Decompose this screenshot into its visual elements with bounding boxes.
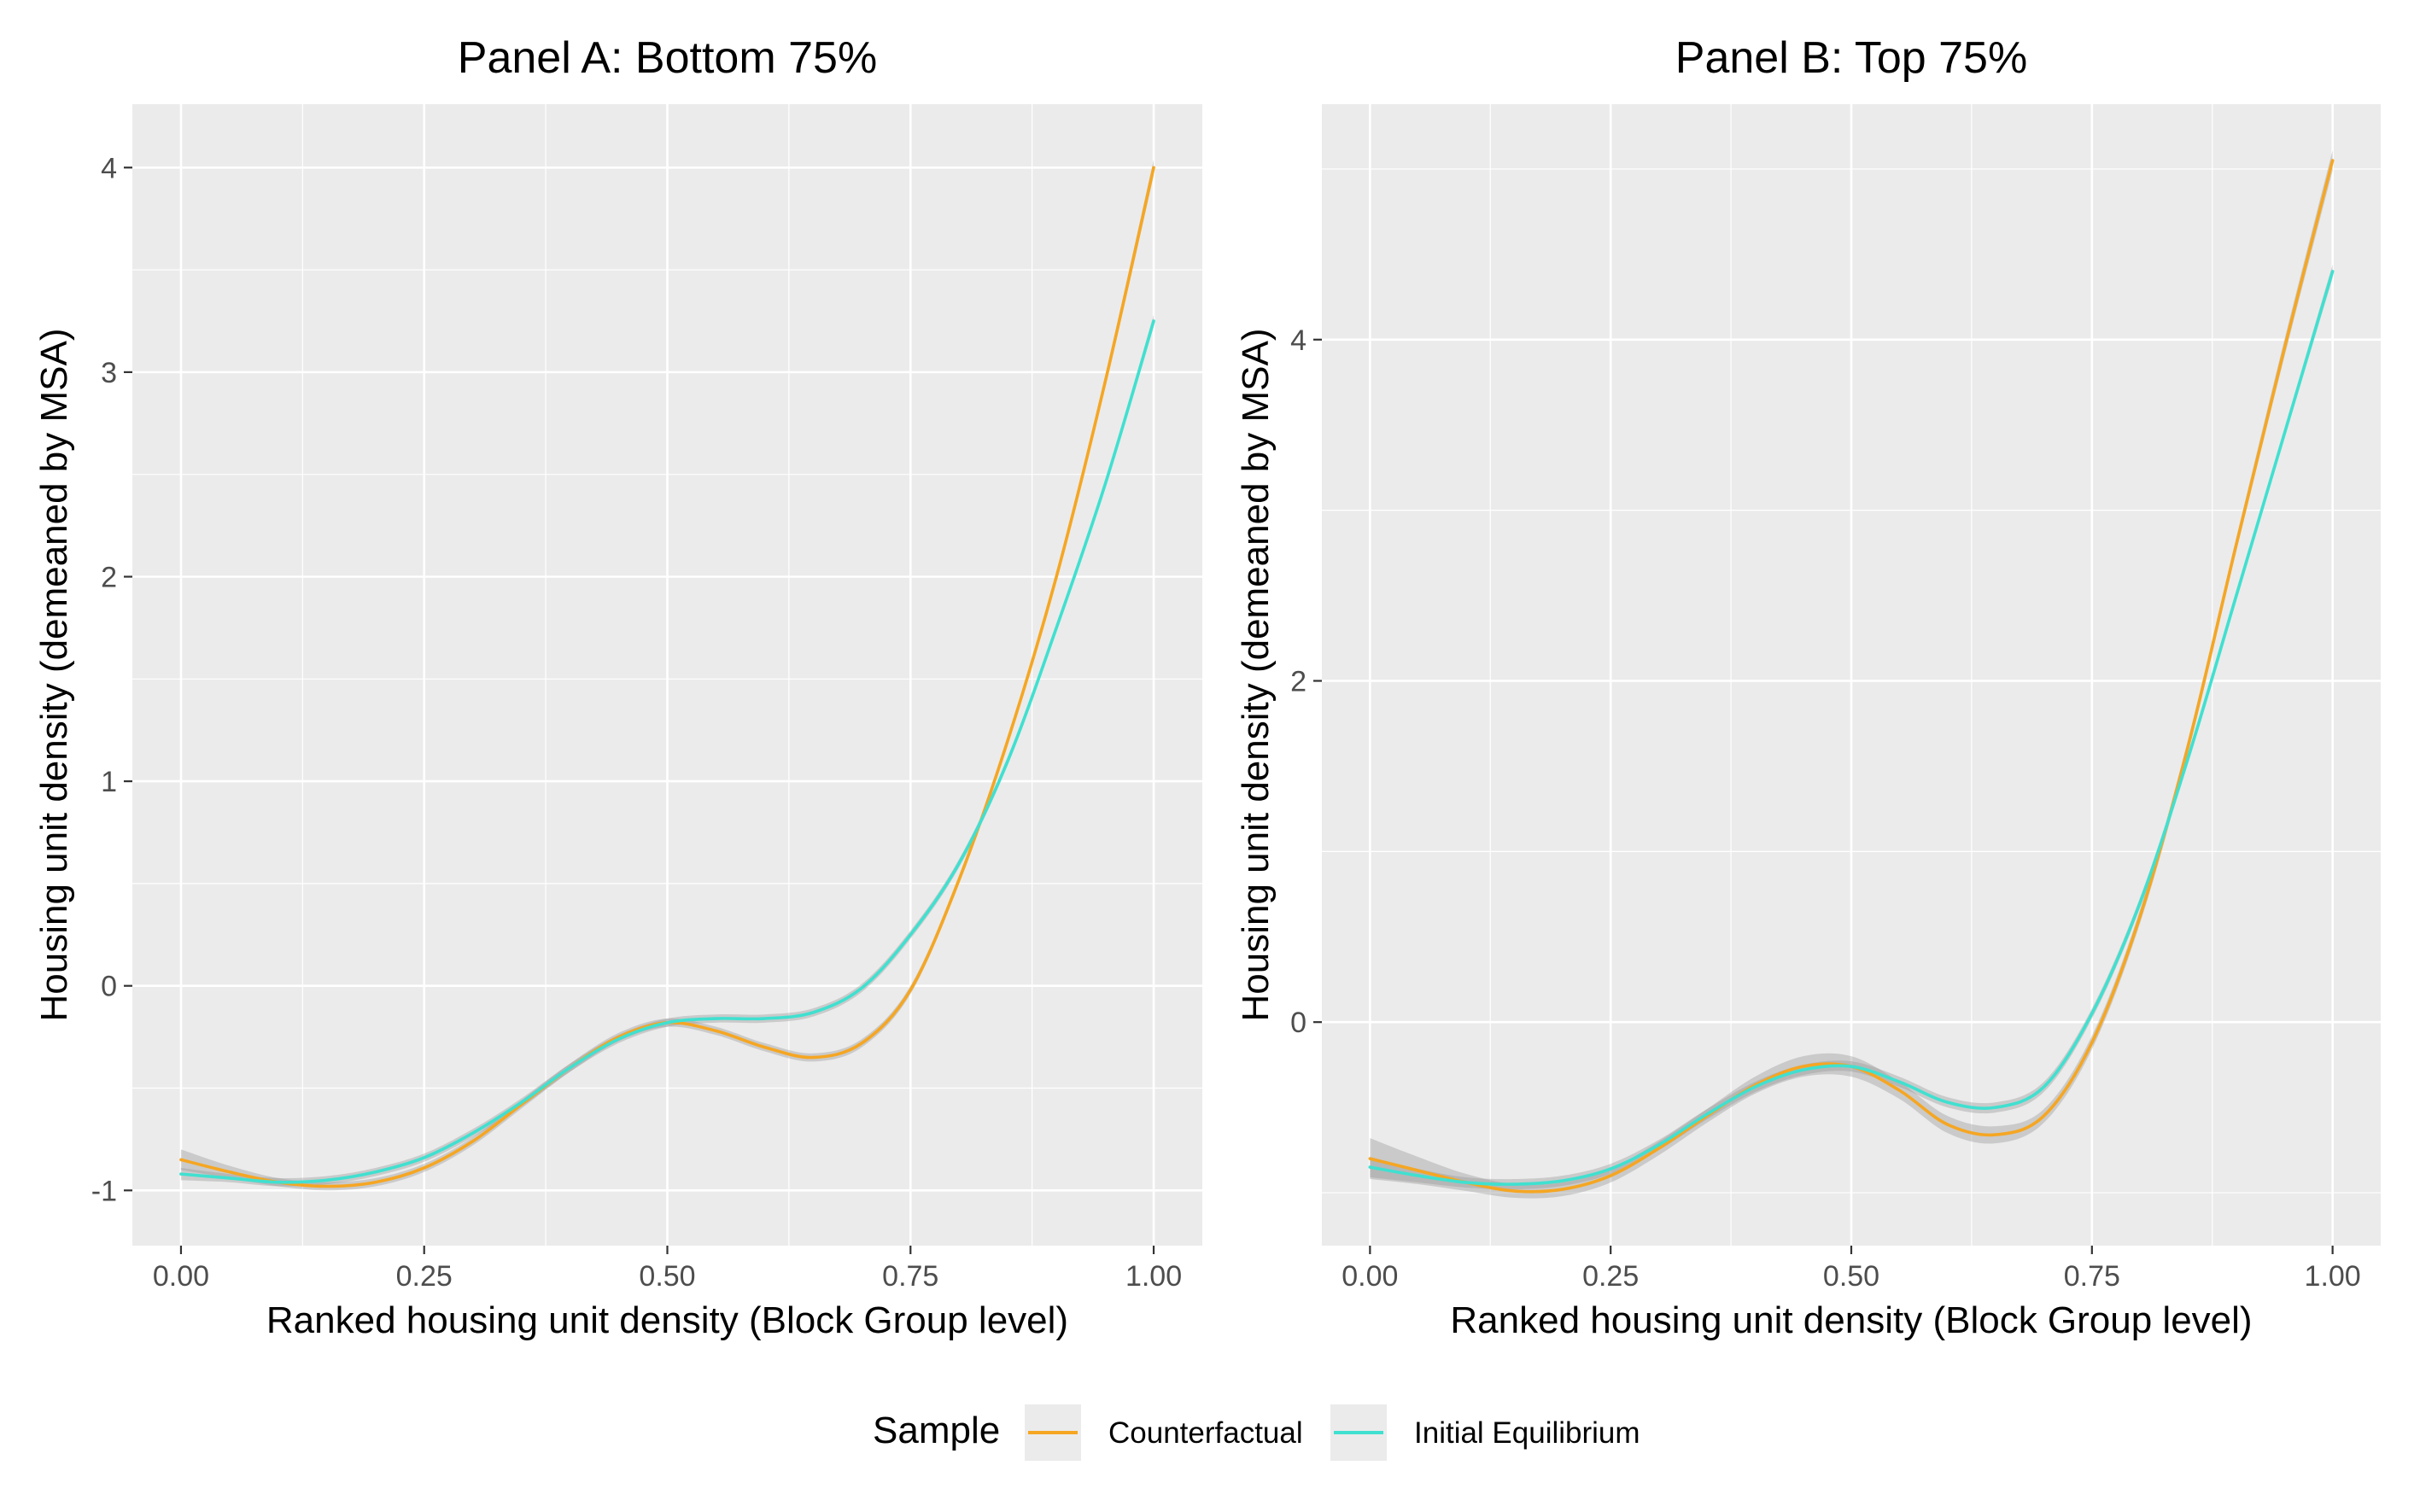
x-tick-label: 1.00 <box>2305 1260 2361 1293</box>
y-axis-title: Housing unit density (demeaned by MSA) <box>1235 329 1277 1022</box>
series-line-counterfactual <box>179 166 1155 1188</box>
y-tick-label: 3 <box>101 357 117 389</box>
series-line-initial-equilibrium <box>179 319 1155 1184</box>
x-tick-label: 0.25 <box>396 1260 453 1293</box>
x-tick-label: 0.50 <box>1823 1260 1879 1293</box>
series-line-initial-equilibrium <box>1368 270 2335 1186</box>
x-axis-title: Ranked housing unit density (Block Group… <box>266 1299 1068 1341</box>
y-tick-label: -1 <box>91 1175 117 1207</box>
x-axis-title: Ranked housing unit density (Block Group… <box>1450 1299 2252 1341</box>
y-tick-label: 0 <box>101 971 117 1003</box>
x-tick-label: 0.75 <box>882 1260 938 1293</box>
panel-b: 0.00 0.25 0.50 0.75 1.00 0 2 4 Panel B: Top 75% R… <box>1235 33 2381 1341</box>
y-tick-label: 2 <box>1290 665 1306 698</box>
panel-a: 0.00 0.25 0.50 0.75 1.00 -1 0 1 2 3 4 Panel A: Bott… <box>33 33 1202 1341</box>
y-tick-label: 0 <box>1290 1007 1306 1039</box>
panel-title: Panel B: Top 75% <box>1675 33 2027 83</box>
x-tick-label: 0.00 <box>153 1260 209 1293</box>
y-tick-label: 4 <box>101 152 117 184</box>
panel-title: Panel A: Bottom 75% <box>458 33 877 83</box>
legend: Sample Counterfactual Initial Equilibriu… <box>873 1404 1640 1461</box>
y-tick-label: 4 <box>1290 324 1306 357</box>
y-tick-label: 1 <box>101 766 117 798</box>
x-tick-label: 0.50 <box>639 1260 695 1293</box>
y-axis-title: Housing unit density (demeaned by MSA) <box>33 329 75 1022</box>
x-tick-label: 0.75 <box>2064 1260 2120 1293</box>
legend-label-counterfactual: Counterfactual <box>1108 1416 1303 1450</box>
legend-label-initial-equilibrium: Initial Equilibrium <box>1414 1416 1640 1450</box>
x-tick-label: 1.00 <box>1125 1260 1182 1293</box>
legend-title: Sample <box>873 1410 1000 1451</box>
x-tick-label: 0.25 <box>1582 1260 1639 1293</box>
x-tick-label: 0.00 <box>1342 1260 1398 1293</box>
y-tick-label: 2 <box>101 561 117 593</box>
series-line-counterfactual <box>1368 159 2335 1194</box>
